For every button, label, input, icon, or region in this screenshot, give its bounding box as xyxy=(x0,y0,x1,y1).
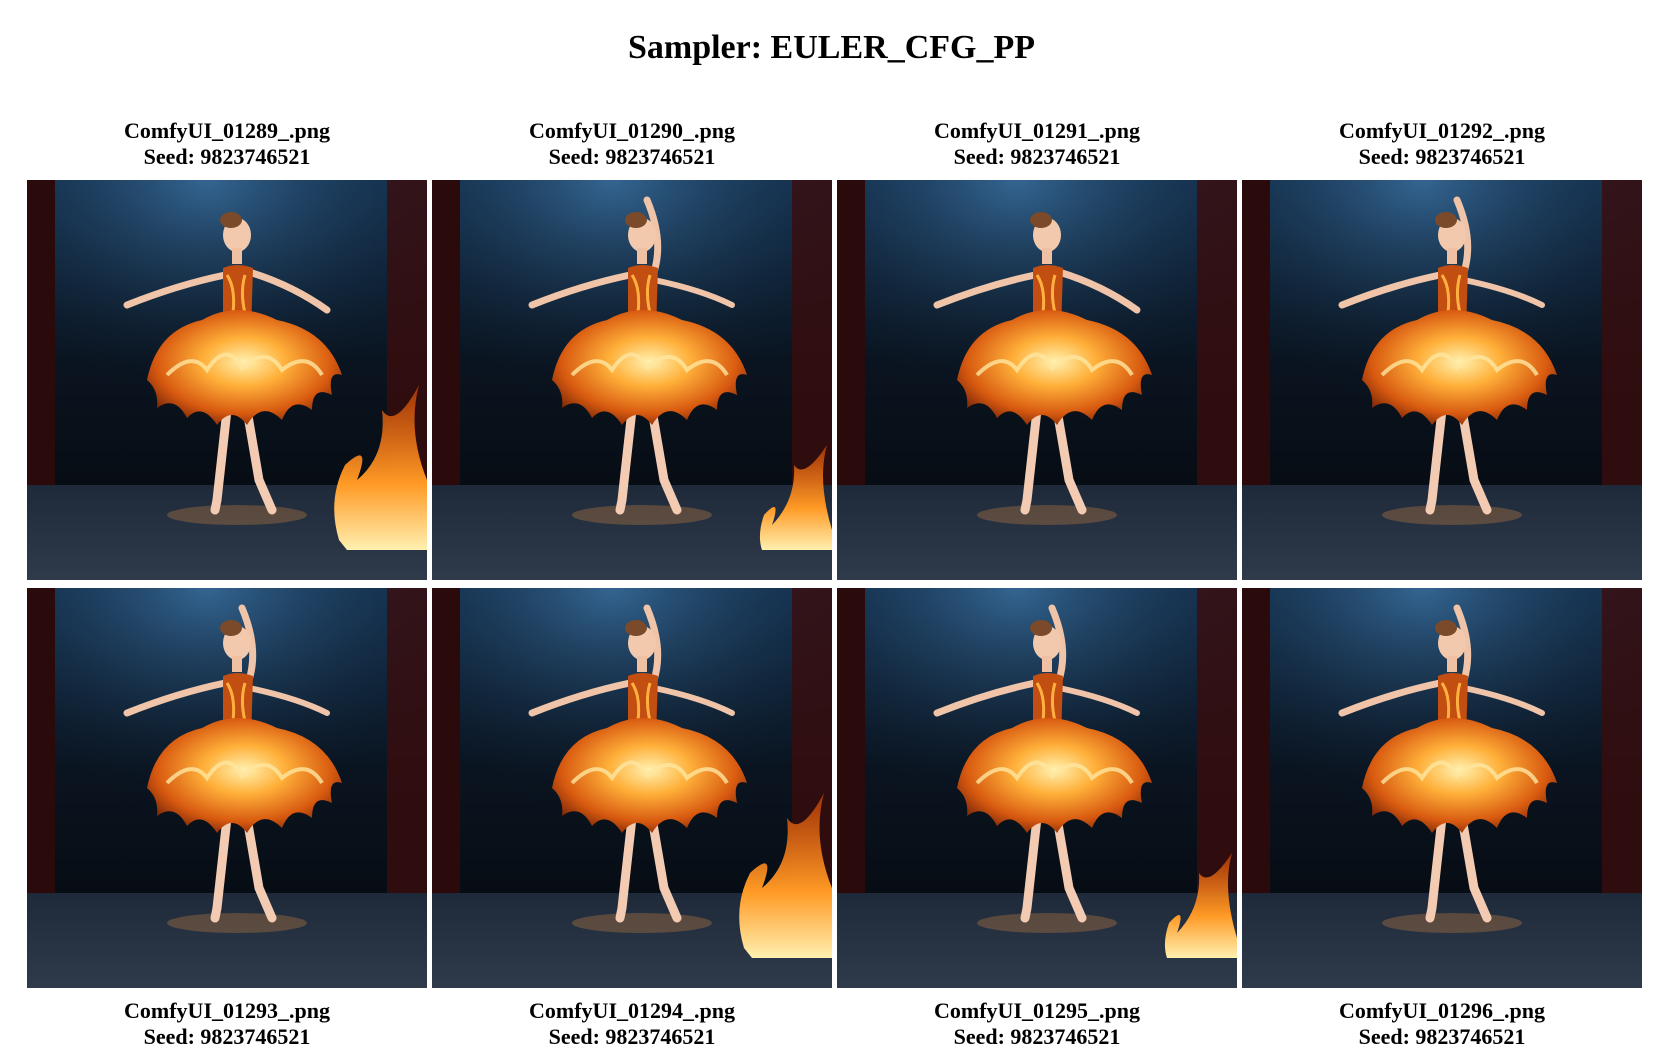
stage-curtain-left xyxy=(1242,180,1270,490)
image-filename: ComfyUI_01289_.png xyxy=(124,118,330,143)
stage-floor xyxy=(1242,893,1642,988)
stage-curtain-right xyxy=(1602,180,1642,490)
fire-flame xyxy=(759,445,832,550)
generated-image-tile[interactable] xyxy=(1242,588,1642,988)
image-caption: ComfyUI_01289_.png Seed: 9823746521 xyxy=(27,118,427,170)
dancer-figure xyxy=(123,604,342,923)
floor-reflection xyxy=(977,505,1117,525)
fire-flame xyxy=(739,793,832,958)
generated-image-tile[interactable] xyxy=(1242,180,1642,580)
generated-image-tile[interactable] xyxy=(837,588,1237,988)
dancer-figure xyxy=(933,604,1152,923)
dancer-figure xyxy=(933,212,1152,515)
image-seed: Seed: 9823746521 xyxy=(143,1024,311,1049)
stage-curtain-right xyxy=(387,588,427,898)
dancer-figure xyxy=(1338,604,1557,923)
dancer-figure xyxy=(123,212,342,515)
image-seed: Seed: 9823746521 xyxy=(953,144,1121,169)
image-filename: ComfyUI_01290_.png xyxy=(529,118,735,143)
dancer-figure xyxy=(528,604,747,923)
image-seed: Seed: 9823746521 xyxy=(548,1024,716,1049)
stage-floor xyxy=(1242,485,1642,580)
generated-image-tile[interactable] xyxy=(432,588,832,988)
stage-curtain-left xyxy=(837,180,865,490)
floor-reflection xyxy=(1382,505,1522,525)
stage-curtain-left xyxy=(1242,588,1270,898)
image-caption: ComfyUI_01294_.png Seed: 9823746521 xyxy=(432,998,832,1050)
generated-image xyxy=(1242,180,1642,580)
page-title: Sampler: EULER_CFG_PP xyxy=(627,29,1036,66)
generated-image xyxy=(1242,588,1642,988)
image-caption: ComfyUI_01292_.png Seed: 9823746521 xyxy=(1242,118,1642,170)
generated-image-tile[interactable] xyxy=(432,180,832,580)
floor-reflection xyxy=(167,505,307,525)
image-filename: ComfyUI_01291_.png xyxy=(934,118,1140,143)
generated-image xyxy=(837,588,1237,988)
image-caption: ComfyUI_01296_.png Seed: 9823746521 xyxy=(1242,998,1642,1050)
image-filename: ComfyUI_01295_.png xyxy=(934,998,1140,1023)
floor-reflection xyxy=(572,505,712,525)
image-seed: Seed: 9823746521 xyxy=(143,144,311,169)
generated-image xyxy=(27,180,427,580)
dancer-figure xyxy=(1338,196,1557,515)
stage-floor xyxy=(27,893,427,988)
stage-curtain-right xyxy=(1602,588,1642,898)
fire-flame xyxy=(334,385,427,550)
image-seed: Seed: 9823746521 xyxy=(953,1024,1121,1049)
floor-reflection xyxy=(1382,913,1522,933)
generated-image xyxy=(27,588,427,988)
generated-image-tile[interactable] xyxy=(837,180,1237,580)
stage-curtain-left xyxy=(837,588,865,898)
stage-curtain-right xyxy=(1197,180,1237,490)
stage-floor xyxy=(837,485,1237,580)
generated-image xyxy=(432,180,832,580)
fire-flame xyxy=(1164,853,1237,958)
image-seed: Seed: 9823746521 xyxy=(548,144,716,169)
image-filename: ComfyUI_01292_.png xyxy=(1339,118,1545,143)
image-filename: ComfyUI_01294_.png xyxy=(529,998,735,1023)
stage-curtain-left xyxy=(432,588,460,898)
floor-reflection xyxy=(977,913,1117,933)
generated-image xyxy=(837,180,1237,580)
image-caption: ComfyUI_01291_.png Seed: 9823746521 xyxy=(837,118,1237,170)
floor-reflection xyxy=(572,913,712,933)
stage-curtain-left xyxy=(432,180,460,490)
image-seed: Seed: 9823746521 xyxy=(1358,144,1526,169)
image-caption: ComfyUI_01293_.png Seed: 9823746521 xyxy=(27,998,427,1050)
floor-reflection xyxy=(167,913,307,933)
stage-curtain-left xyxy=(27,588,55,898)
image-caption: ComfyUI_01295_.png Seed: 9823746521 xyxy=(837,998,1237,1050)
dancer-figure xyxy=(528,196,747,515)
generated-image xyxy=(432,588,832,988)
image-filename: ComfyUI_01296_.png xyxy=(1339,998,1545,1023)
image-filename: ComfyUI_01293_.png xyxy=(124,998,330,1023)
generated-image-tile[interactable] xyxy=(27,588,427,988)
generated-image-tile[interactable] xyxy=(27,180,427,580)
stage-curtain-left xyxy=(27,180,55,490)
stage-curtain-right xyxy=(792,180,832,490)
image-caption: ComfyUI_01290_.png Seed: 9823746521 xyxy=(432,118,832,170)
image-seed: Seed: 9823746521 xyxy=(1358,1024,1526,1049)
stage-curtain-right xyxy=(1197,588,1237,898)
